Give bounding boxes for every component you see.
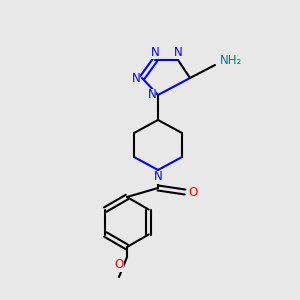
Text: N: N xyxy=(148,88,156,101)
Text: O: O xyxy=(114,259,124,272)
Text: N: N xyxy=(154,170,162,184)
Text: N: N xyxy=(151,46,159,59)
Text: N: N xyxy=(174,46,182,59)
Text: NH₂: NH₂ xyxy=(220,53,242,67)
Text: N: N xyxy=(132,71,140,85)
Text: O: O xyxy=(188,185,198,199)
